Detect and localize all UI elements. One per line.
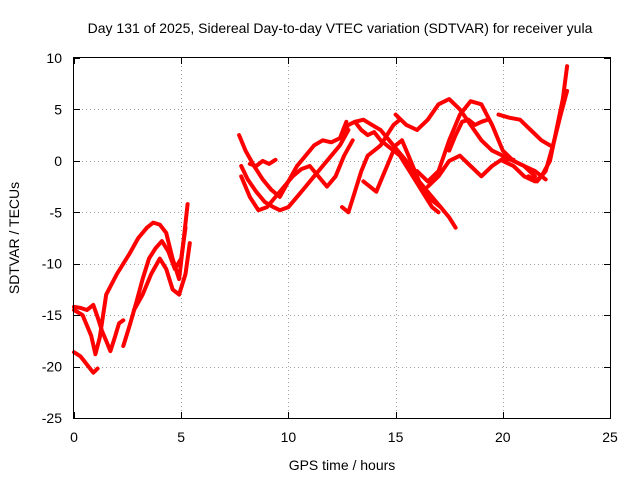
series-arc-15 — [415, 99, 548, 184]
y-tick-label: -5 — [50, 204, 63, 220]
y-tick-labels: -25 -20 -15 -10 -5 0 5 10 — [42, 50, 62, 426]
axis-ticks — [74, 58, 611, 419]
y-tick-label: -25 — [42, 410, 62, 426]
series-arc-2 — [72, 302, 126, 354]
series-arc-17 — [447, 117, 490, 153]
series-arc-10 — [340, 119, 441, 215]
x-tick-labels: 0 5 10 15 20 25 — [70, 429, 618, 445]
series-arc-11 — [340, 117, 402, 215]
data-traces — [72, 64, 570, 375]
series-arc-13 — [361, 138, 443, 210]
chart-title: Day 131 of 2025, Sidereal Day-to-day VTE… — [88, 20, 593, 36]
x-tick-label: 15 — [388, 429, 404, 445]
y-tick-label: 0 — [54, 153, 62, 169]
x-tick-label: 10 — [281, 429, 297, 445]
x-axis-label: GPS time / hours — [289, 457, 396, 473]
x-tick-label: 25 — [602, 429, 618, 445]
grid-lines — [74, 58, 610, 418]
y-axis-label: SDTVAR / TECUs — [6, 182, 22, 294]
series-arc-3 — [72, 350, 100, 375]
x-tick-label: 5 — [177, 429, 185, 445]
y-tick-label: -15 — [42, 307, 62, 323]
plot-frame — [73, 57, 611, 419]
series-arc-9 — [247, 157, 278, 168]
y-tick-label: 5 — [54, 101, 62, 117]
series-arc-18 — [496, 112, 552, 148]
y-tick-label: -10 — [42, 256, 62, 272]
series-arc-5 — [132, 241, 192, 312]
series-arc-7 — [239, 128, 351, 213]
series-arc-8 — [239, 138, 355, 213]
series-arc-16 — [425, 153, 516, 189]
series-arc-20 — [526, 88, 570, 184]
y-tick-label: -20 — [42, 359, 62, 375]
y-tick-label: 10 — [46, 50, 62, 66]
x-tick-label: 0 — [70, 429, 78, 445]
x-tick-label: 20 — [495, 429, 511, 445]
